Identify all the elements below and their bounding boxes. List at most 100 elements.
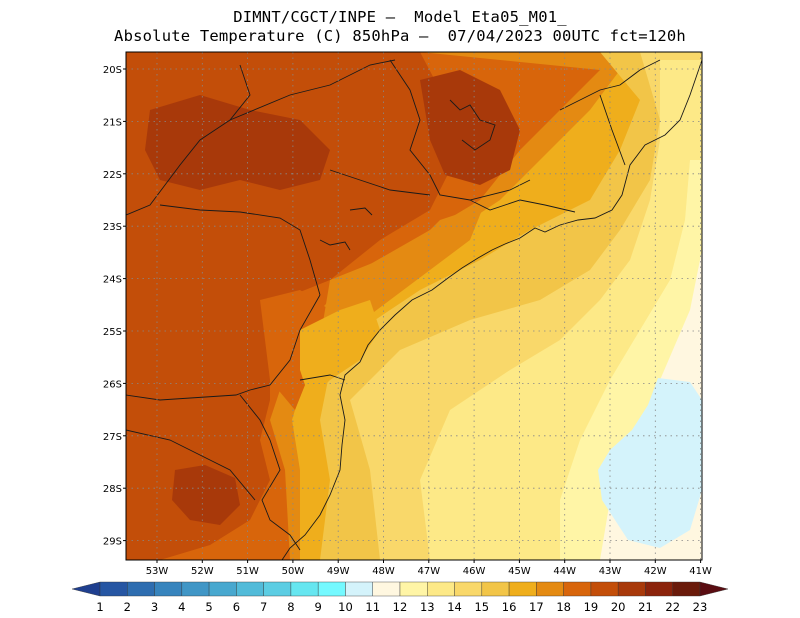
colorbar-label: 23	[693, 600, 708, 614]
colorbar-segment	[563, 581, 592, 597]
colorbar-segment	[508, 581, 537, 597]
latitude-label: 21S	[103, 117, 122, 128]
colorbar-label: 19	[584, 600, 599, 614]
colorbar-segment	[372, 581, 401, 597]
latitude-label: 29S	[103, 537, 122, 548]
latitude-labels: 20S 21S 22S 23S 24S 25S 26S 27S 28S 29S	[103, 65, 126, 548]
colorbar-segment	[208, 581, 237, 597]
longitude-label: 49W	[327, 566, 350, 577]
state-border-3	[229, 59, 396, 121]
state-border-1	[126, 64, 251, 216]
latitude-label: 24S	[103, 275, 122, 286]
longitude-label: 53W	[146, 566, 169, 577]
colorbar-segment	[236, 581, 264, 597]
colorbar-label: 6	[233, 600, 240, 614]
coastline-and-borders	[126, 59, 702, 560]
colorbar-label: 8	[287, 600, 294, 614]
colorbar-segment	[263, 581, 292, 597]
map-title-line-1: DIMNT/CGCT/INPE – Model Eta05_M01_	[233, 8, 567, 26]
colorbar-label: 20	[611, 600, 626, 614]
state-border-11	[599, 94, 626, 166]
longitude-label: 43W	[599, 566, 622, 577]
latitude-label: 28S	[103, 484, 122, 495]
colorbar-segment	[290, 581, 319, 597]
colorbar-label: 15	[474, 600, 489, 614]
latitude-label: 22S	[103, 170, 122, 181]
longitude-label: 46W	[463, 566, 486, 577]
coastline	[281, 59, 702, 560]
colorbar-label: 16	[502, 600, 517, 614]
longitude-label: 47W	[417, 566, 440, 577]
latitude-label: 23S	[103, 222, 122, 233]
longitude-label: 52W	[191, 566, 214, 577]
colorbar-segment	[71, 581, 101, 597]
colorbar-segment	[317, 581, 346, 597]
latitude-label: 25S	[103, 327, 122, 338]
colorbar-segment	[99, 581, 128, 597]
longitude-label: 51W	[236, 566, 259, 577]
map-title-line-2: Absolute Temperature (C) 850hPa – 07/04/…	[114, 27, 686, 45]
reservoir-2	[319, 239, 351, 251]
field-dark-brown-south	[172, 465, 240, 525]
colorbar-segment	[399, 581, 428, 597]
state-border-12	[469, 199, 576, 213]
colorbar-segment	[481, 581, 510, 597]
state-border-6	[126, 294, 321, 401]
colorbar-label: 17	[529, 600, 544, 614]
colorbar-segment	[154, 581, 183, 597]
longitude-labels: 53W 52W 51W 50W 49W 48W 47W 46W 45W 44W 43W 42W 41W	[146, 560, 712, 577]
colorbar-segment	[454, 581, 483, 597]
colorbar-label: 11	[365, 600, 380, 614]
temperature-field	[126, 52, 702, 560]
colorbar-label: 3	[151, 600, 158, 614]
reservoir-1	[449, 99, 496, 151]
colorbar-segment	[345, 581, 373, 597]
colorbar-label: 7	[260, 600, 267, 614]
state-border-7	[299, 374, 346, 381]
field-dark-brown-north	[420, 70, 520, 185]
colorbar-segment	[645, 581, 673, 597]
colorbar-label: 10	[338, 600, 353, 614]
map-frame	[125, 51, 703, 561]
longitude-label: 45W	[508, 566, 531, 577]
reservoir-3	[349, 207, 373, 216]
latitude-label: 20S	[103, 65, 122, 76]
latitude-label: 26S	[103, 379, 122, 390]
state-border-8	[239, 394, 301, 551]
latitude-label: 27S	[103, 432, 122, 443]
field-orange-inner	[260, 290, 330, 410]
colorbar-label: 2	[124, 600, 131, 614]
colorbar-labels: 1 2 3 4 5 6 7 8 9 10 11 12 13 14 15 16 17 18 19 20 21 22 23	[96, 600, 707, 614]
longitude-label: 42W	[644, 566, 667, 577]
state-border-4	[389, 59, 531, 201]
colorbar-label: 18	[556, 600, 571, 614]
colorbar-segment	[672, 581, 701, 597]
colorbar-label: 4	[178, 600, 185, 614]
longitude-label: 44W	[553, 566, 576, 577]
colorbar-label: 12	[393, 600, 408, 614]
colorbar-segment	[127, 581, 155, 597]
colorbar-label: 21	[638, 600, 653, 614]
field-gold-coast	[300, 300, 380, 400]
colorbar-label: 9	[315, 600, 322, 614]
colorbar-segment	[181, 581, 210, 597]
grid-lines	[126, 52, 702, 560]
state-border-2	[159, 204, 321, 296]
field-dark-brown-west	[145, 95, 330, 190]
colorbar-segment	[427, 581, 455, 597]
colorbar-segment	[590, 581, 619, 597]
longitude-label: 48W	[372, 566, 395, 577]
colorbar-segment	[536, 581, 564, 597]
longitude-label: 41W	[689, 566, 712, 577]
colorbar	[71, 581, 729, 597]
colorbar-label: 14	[447, 600, 462, 614]
state-border-9	[126, 429, 256, 501]
colorbar-label: 1	[96, 600, 103, 614]
field-light-blue	[598, 378, 702, 548]
colorbar-segment	[617, 581, 646, 597]
colorbar-segment	[699, 581, 729, 597]
longitude-label: 50W	[282, 566, 305, 577]
colorbar-label: 5	[205, 600, 212, 614]
colorbar-label: 22	[665, 600, 680, 614]
